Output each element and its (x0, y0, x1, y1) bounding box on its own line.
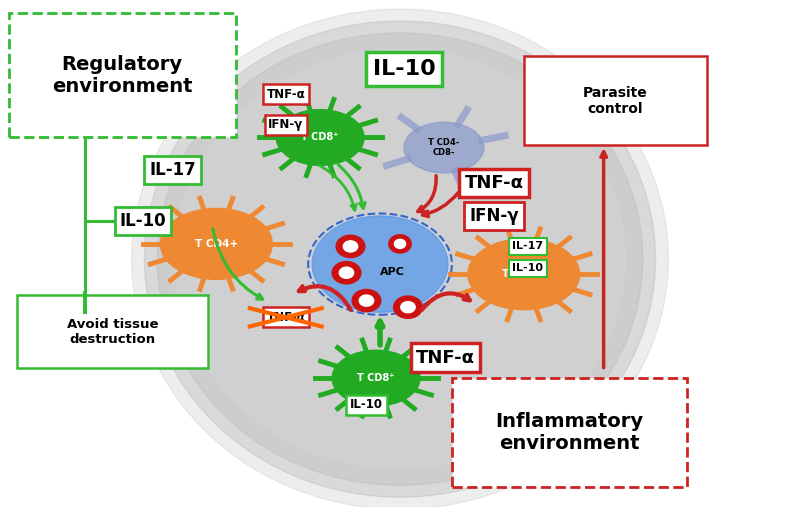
Ellipse shape (394, 296, 422, 319)
Text: Parasite
control: Parasite control (583, 86, 648, 116)
Circle shape (468, 239, 580, 310)
Ellipse shape (352, 290, 381, 312)
Text: T CD4-
CD8-: T CD4- CD8- (428, 138, 460, 157)
Text: T CD4+: T CD4+ (502, 269, 546, 279)
Ellipse shape (132, 9, 668, 508)
Ellipse shape (332, 262, 361, 284)
Text: APC: APC (379, 267, 405, 277)
Text: TNF-α: TNF-α (465, 174, 524, 192)
Ellipse shape (343, 241, 358, 252)
Text: IL-17: IL-17 (512, 241, 543, 251)
Ellipse shape (175, 50, 625, 468)
Text: IL-10: IL-10 (119, 212, 166, 230)
Text: IFN-γ: IFN-γ (268, 118, 303, 131)
Ellipse shape (401, 302, 415, 313)
Text: TNF-α: TNF-α (266, 311, 305, 324)
Text: IL-17: IL-17 (149, 162, 196, 179)
Text: IFN-γ: IFN-γ (470, 207, 519, 225)
Circle shape (404, 122, 484, 173)
Text: IL-10: IL-10 (350, 398, 383, 411)
Text: TNF-α: TNF-α (266, 88, 305, 101)
Circle shape (276, 110, 364, 165)
Text: Inflammatory
environment: Inflammatory environment (495, 412, 643, 453)
Ellipse shape (336, 235, 365, 258)
Ellipse shape (145, 21, 655, 497)
Ellipse shape (359, 295, 374, 306)
FancyBboxPatch shape (524, 56, 707, 145)
Text: IL-10: IL-10 (373, 59, 435, 79)
FancyBboxPatch shape (9, 13, 236, 138)
Ellipse shape (339, 267, 354, 278)
Ellipse shape (394, 239, 406, 248)
Text: TNF-α: TNF-α (416, 349, 475, 367)
Text: T CD8⁺: T CD8⁺ (358, 373, 394, 383)
FancyBboxPatch shape (17, 295, 208, 368)
FancyBboxPatch shape (452, 378, 687, 487)
Text: IL-10: IL-10 (512, 263, 543, 273)
Circle shape (332, 350, 420, 406)
Circle shape (161, 208, 272, 279)
Ellipse shape (389, 235, 411, 253)
Ellipse shape (158, 33, 642, 485)
Text: Avoid tissue
destruction: Avoid tissue destruction (66, 318, 158, 345)
Text: Regulatory
environment: Regulatory environment (52, 55, 192, 96)
Ellipse shape (312, 216, 448, 312)
Text: T CD8⁺: T CD8⁺ (302, 133, 339, 142)
Text: T CD4+: T CD4+ (194, 239, 238, 249)
